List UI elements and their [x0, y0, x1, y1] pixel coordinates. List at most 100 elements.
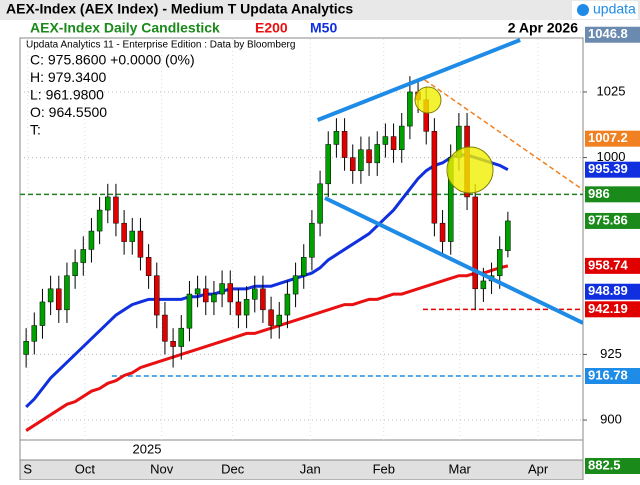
candle-body: [137, 230, 144, 258]
candle-body: [374, 144, 380, 164]
candle-body: [23, 341, 29, 355]
candle-body: [382, 136, 389, 145]
candle-body: [407, 91, 413, 127]
price-label-box: [585, 301, 640, 318]
candle-body: [64, 275, 70, 311]
x-tick-label: Nov: [150, 461, 174, 476]
moving-average: [25, 264, 509, 432]
chart-title: AEX-Index Daily Candlestick: [30, 20, 220, 36]
price-label: 975.86: [588, 212, 628, 227]
trendline: [324, 196, 583, 325]
price-label: 1046.8: [588, 26, 628, 41]
x-tick-label: Dec: [221, 461, 245, 476]
candle-body: [219, 283, 225, 295]
plot: [20, 38, 583, 440]
price-label: 995.39: [588, 161, 628, 176]
ohlc-readout: H: 979.3400: [30, 69, 106, 85]
trendline: [316, 38, 521, 122]
candle-body: [72, 262, 78, 276]
logo-icon: [577, 4, 589, 16]
candle-body: [56, 288, 62, 311]
legend-e200: E200: [255, 20, 288, 36]
candle-body: [390, 136, 397, 150]
candle-body: [47, 288, 54, 303]
candle-body: [243, 299, 250, 316]
ohlc-readout: T:: [30, 122, 41, 138]
candle-body: [162, 314, 168, 342]
candle-body: [31, 325, 38, 342]
candle-body: [276, 314, 282, 326]
candle-body: [145, 257, 152, 276]
year-label: 2025: [133, 441, 162, 456]
x-tick-label: Mar: [449, 461, 472, 476]
price-label-box: [585, 283, 640, 300]
candle-body: [341, 131, 348, 158]
y-tick-label: 1025: [597, 83, 626, 98]
candle-body: [398, 125, 405, 150]
price-label-box: [585, 257, 640, 274]
candle-body: [309, 222, 315, 258]
candle-body: [96, 209, 103, 232]
highlight-circle: [446, 146, 494, 194]
x-tick-label: Feb: [373, 461, 395, 476]
x-tick-label: Apr: [528, 461, 549, 476]
price-label-box: [585, 457, 640, 474]
candle-body: [113, 196, 119, 224]
candle-body: [121, 222, 127, 242]
price-label-box: [585, 212, 640, 229]
trendline: [424, 79, 583, 191]
price-label: 916.78: [588, 367, 628, 382]
candle-body: [431, 131, 438, 224]
candle-body: [154, 275, 160, 316]
candle-body: [268, 309, 274, 326]
candle-body: [252, 288, 258, 300]
candle-body: [366, 149, 372, 164]
ohlc-readout: C: 975.8600 +0.0000 (0%): [30, 52, 195, 68]
year-row: [19, 439, 584, 461]
candle-body: [194, 288, 201, 295]
candle-body: [178, 327, 185, 347]
price-label: 1007.2: [588, 130, 628, 145]
candle-body: [235, 301, 242, 316]
y-tick-label: 1000: [597, 149, 626, 164]
price-label: 986: [588, 186, 610, 201]
candle-body: [292, 275, 299, 295]
candle-body: [505, 220, 511, 251]
price-label: 882.5: [588, 457, 621, 472]
price-label-box: [585, 161, 640, 178]
candle-body: [480, 280, 487, 290]
price-label: 948.89: [588, 283, 628, 298]
moving-average: [25, 153, 509, 409]
price-label: 958.74: [588, 257, 629, 272]
price-label-box: [585, 26, 640, 43]
candle-body: [439, 222, 446, 242]
title-bar: [0, 0, 640, 20]
logo: updata: [593, 1, 636, 17]
plot-frame: [19, 37, 584, 441]
candle-body: [333, 131, 340, 145]
price-label: 942.19: [588, 301, 628, 316]
candle-body: [300, 257, 307, 276]
candle-body: [203, 288, 209, 303]
candle-body: [39, 301, 46, 326]
highlight-circle: [414, 86, 442, 114]
candle-body: [129, 230, 136, 242]
candle-body: [325, 144, 331, 185]
candle-body: [284, 293, 291, 316]
ohlc-readout: O: 964.5500: [30, 104, 107, 120]
candle-body: [358, 149, 364, 171]
candle-body: [105, 196, 111, 211]
x-tick-label: S: [23, 461, 32, 476]
y-tick-label: 900: [600, 411, 622, 426]
window-title: AEX-Index (AEX Index) - Medium T Updata …: [6, 1, 353, 17]
date: 2 Apr 2026: [508, 20, 579, 36]
price-label-box: [585, 368, 640, 385]
x-tick-label: Jan: [300, 461, 321, 476]
candle-body: [472, 196, 478, 290]
candle-body: [260, 288, 266, 311]
legend-m50: M50: [310, 20, 337, 36]
ohlc-readout: L: 961.9800: [30, 87, 104, 103]
candle-body: [496, 249, 503, 276]
source: Updata Analytics 11 - Enterprise Edition…: [26, 40, 295, 51]
